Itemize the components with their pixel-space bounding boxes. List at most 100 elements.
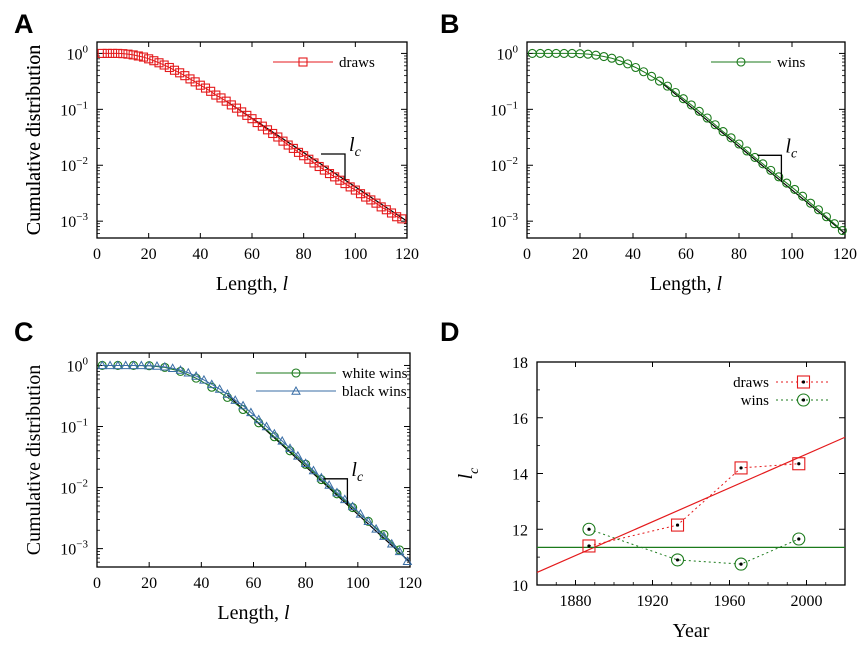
data-point — [582, 539, 596, 553]
data-point — [734, 557, 748, 571]
x-tick-label: 60 — [246, 575, 262, 592]
y-tick-exponent: 0 — [513, 43, 519, 55]
y-tick-label: 100 — [67, 355, 89, 375]
data-point — [837, 225, 847, 236]
x-tick-label: 80 — [296, 246, 312, 263]
data-point — [742, 146, 752, 156]
data-point — [138, 52, 149, 62]
panel-label-c: C — [14, 317, 34, 347]
y-tick-base: 10 — [67, 358, 83, 375]
x-tick-label: 80 — [298, 575, 314, 592]
y-tick-exponent: −3 — [76, 211, 88, 223]
data-point — [167, 363, 178, 372]
y-tick-exponent: 0 — [83, 355, 89, 367]
data-point — [392, 212, 402, 222]
y-tick-base: 10 — [60, 542, 76, 559]
data-point — [670, 518, 685, 532]
data-point — [355, 508, 366, 518]
panel-label-a: A — [14, 9, 34, 39]
data-point — [670, 87, 680, 98]
y-tick-exponent: −1 — [506, 99, 518, 111]
data-point — [361, 192, 371, 202]
x-tick-label: 0 — [523, 246, 531, 263]
data-point — [821, 212, 832, 222]
data-point — [277, 435, 288, 445]
data-point — [113, 360, 123, 370]
series-black-wins — [97, 360, 413, 565]
data-point — [211, 90, 221, 100]
plot-frame — [96, 41, 408, 239]
x-tick-label: 100 — [343, 246, 367, 263]
data-point-center — [739, 562, 743, 566]
legend-entry: wins — [741, 393, 770, 409]
x-axis-label: Length, l — [650, 273, 723, 295]
y-tick-exponent: −3 — [506, 211, 518, 223]
y-tick-label: 14 — [512, 467, 528, 484]
data-point — [154, 58, 164, 68]
x-tick-label: 80 — [731, 246, 747, 263]
y-tick-exponent: −2 — [506, 155, 518, 167]
legend-entry: draws — [733, 375, 769, 391]
data-point — [582, 522, 596, 536]
y-tick-label: 12 — [512, 522, 528, 539]
data-point-center — [587, 527, 591, 531]
data-point — [253, 414, 264, 424]
data-point — [330, 172, 340, 182]
chart-panel-d: 1880 1920 1960 2000 10 12 14 16 18 Year lc draws win… — [455, 355, 846, 642]
data-point — [308, 465, 319, 475]
data-point — [292, 450, 303, 460]
data-point — [216, 93, 226, 103]
data-point — [230, 395, 241, 404]
series-line — [588, 528, 799, 565]
data-point — [381, 205, 391, 215]
panel-label-d: D — [440, 317, 460, 347]
cutoff-length-label-base: l — [351, 459, 357, 481]
x-tick-label: 40 — [625, 246, 641, 263]
data-point — [395, 545, 405, 555]
legend-marker — [291, 385, 301, 395]
data-point — [190, 77, 200, 87]
data-point — [261, 421, 272, 431]
legend-marker — [736, 57, 746, 67]
x-axis-label-variable: l — [717, 273, 723, 295]
x-tick-label: 60 — [244, 246, 260, 263]
data-point — [195, 80, 205, 90]
trend-line-draws — [536, 436, 846, 574]
x-axis-label: Length, l — [217, 602, 290, 624]
series-line — [588, 463, 799, 547]
legend-marker — [291, 368, 301, 378]
data-point — [394, 546, 405, 556]
y-tick-label: 16 — [512, 411, 528, 428]
y-tick-base: 10 — [60, 214, 76, 231]
data-point — [798, 191, 808, 201]
data-point — [169, 65, 180, 75]
data-point — [324, 169, 335, 179]
x-tick-label: 1880 — [560, 593, 592, 610]
y-tick-base: 10 — [490, 214, 506, 231]
data-point — [379, 530, 389, 540]
x-tick-label: 120 — [398, 575, 422, 592]
data-point — [366, 195, 376, 205]
data-point — [144, 360, 155, 370]
data-point — [718, 127, 728, 137]
data-point-center — [675, 558, 680, 562]
data-point — [702, 113, 712, 123]
legend-marker-center — [801, 398, 806, 402]
legend-marker — [796, 375, 811, 389]
data-point — [607, 53, 617, 63]
data-point — [829, 219, 839, 229]
data-point — [347, 501, 358, 511]
data-point — [726, 133, 736, 143]
x-axis-label: Length, l — [216, 273, 289, 295]
cutoff-length-label: lc — [349, 134, 362, 160]
series-draws — [97, 48, 407, 224]
y-tick-exponent: −2 — [76, 478, 88, 490]
data-point — [345, 182, 355, 192]
panel-label-b: B — [440, 9, 460, 39]
x-tick-label: 20 — [572, 246, 588, 263]
data-point — [386, 538, 397, 548]
x-axis-label-text: Length, — [216, 273, 283, 295]
x-tick-label: 20 — [141, 246, 157, 263]
